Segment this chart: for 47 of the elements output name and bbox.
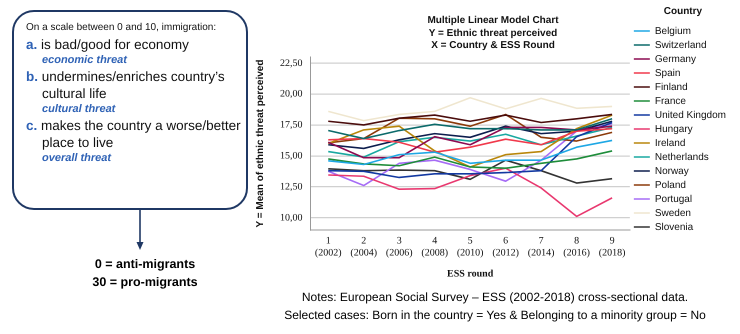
text: c. makes the country a worse/better place to live — [26, 117, 242, 151]
legend-label: France — [654, 96, 686, 107]
text: 30 = pro-migrants — [91, 274, 199, 291]
legend-label: Finland — [654, 82, 688, 93]
text: a. is bad/good for economy — [26, 36, 190, 53]
legend-label: Spain — [654, 68, 680, 79]
legend-label: United Kingdom — [654, 110, 726, 121]
x-tick-label: 9 (2018) — [598, 236, 626, 259]
legend-label: Hungary — [654, 124, 693, 135]
text: X = Country & ESS Round — [431, 40, 555, 51]
y-tick-label: 10,00 — [280, 212, 302, 224]
legend-title: Country — [664, 6, 703, 17]
text: Notes: European Social Survey – ESS (2002-2018) cross-sectional data. — [300, 289, 690, 306]
text: overall threat — [41, 152, 112, 164]
x-tick-label: 8 (2016) — [563, 236, 590, 259]
text: economic threat — [41, 54, 128, 66]
x-tick-label: 4 (2008) — [421, 236, 448, 259]
x-tick-label: 1 (2002) — [314, 236, 342, 259]
y-axis-title: Y = Mean of ethnic threat perceived — [254, 60, 266, 228]
text: b. undermines/enriches country’s cultural life — [26, 68, 226, 102]
x-tick-label: 3 (2006) — [386, 236, 413, 259]
text: 0 = anti-migrants — [94, 256, 196, 273]
legend-label: Slovenia — [654, 222, 694, 233]
chart-title: Multiple Linear Model Chart — [427, 14, 560, 26]
text: On a scale between 0 and 10, immigration: — [26, 22, 218, 33]
x-axis-title: ESS round — [447, 268, 494, 280]
legend-label: Netherlands — [654, 152, 709, 163]
text: cultural threat — [41, 103, 116, 115]
legend-label: Poland — [654, 180, 686, 191]
y-tick-label: 17,50 — [280, 120, 302, 131]
legend-label: Norway — [654, 166, 689, 177]
legend-label: Sweden — [654, 208, 691, 219]
legend-label: Switzerland — [654, 40, 707, 51]
x-tick-label: 7 (2014) — [528, 236, 554, 259]
legend-label: Portugal — [654, 194, 692, 205]
x-tick-label: 2 (2004) — [350, 236, 378, 259]
text: Selected cases: Born in the country = Yes & Belonging to a minority group = No — [283, 307, 707, 324]
x-tick-label: 5 (2010) — [456, 236, 484, 259]
y-tick-label: 22,50 — [280, 58, 302, 69]
y-tick-label: 12,50 — [280, 181, 302, 192]
legend-label: Belgium — [654, 26, 691, 37]
text: Y = Ethnic threat perceived — [428, 28, 558, 39]
legend-label: Ireland — [654, 138, 686, 149]
y-tick-label: 20,00 — [280, 88, 302, 100]
legend-label: Germany — [654, 54, 696, 65]
y-tick-label: 15,00 — [280, 150, 302, 162]
x-tick-label: 6 (2012) — [492, 236, 519, 259]
